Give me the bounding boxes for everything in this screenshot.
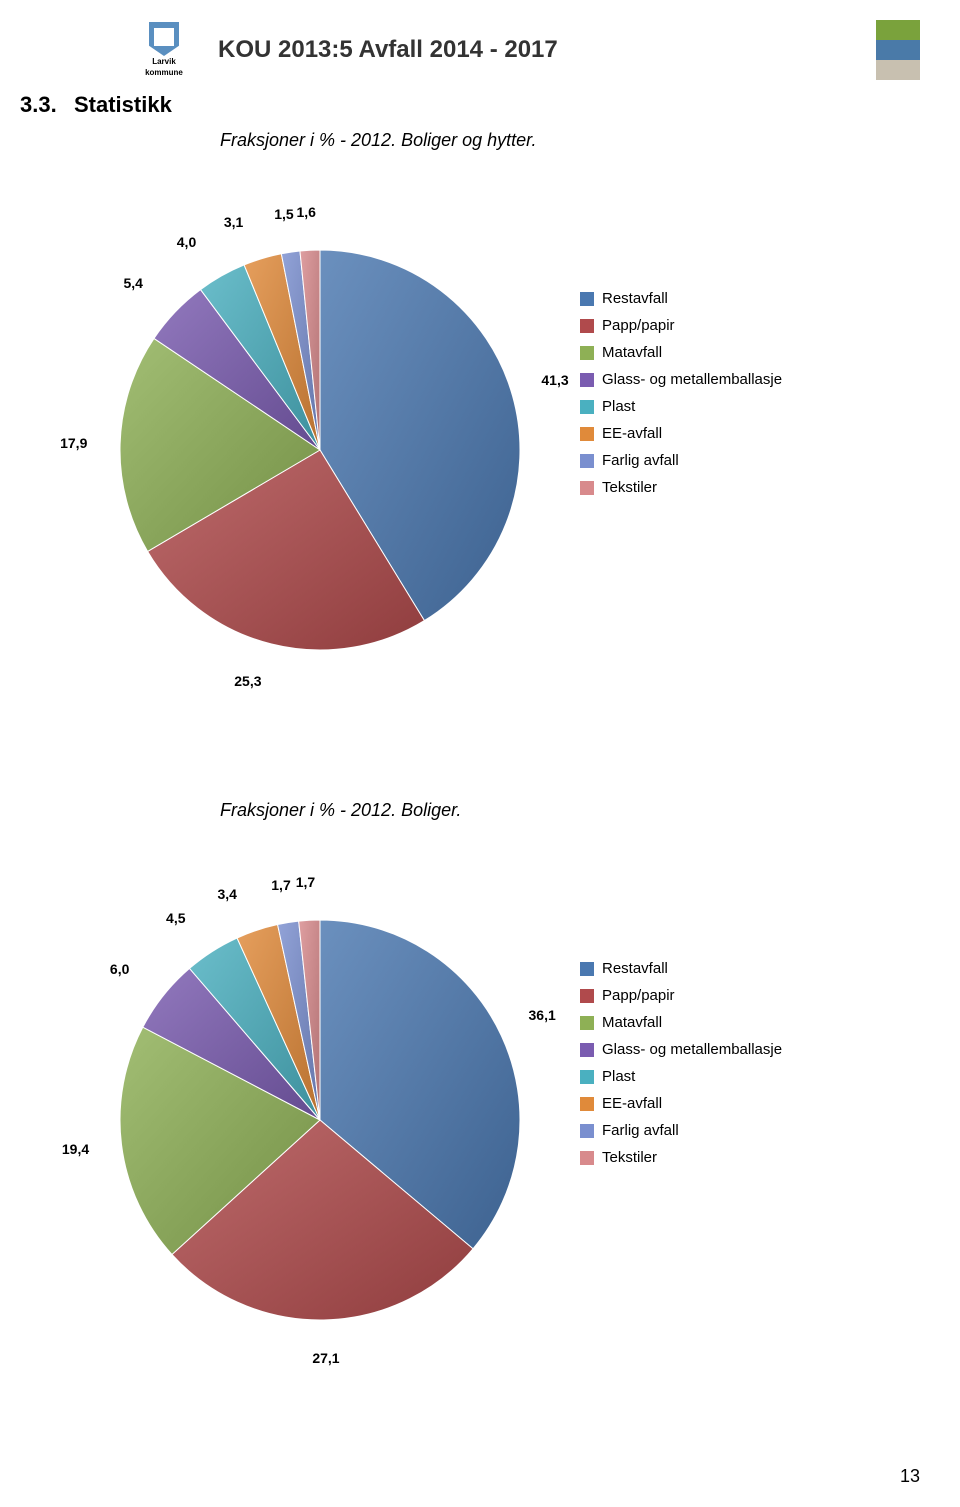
section-title: Statistikk [74, 92, 172, 118]
legend-label: Matavfall [602, 344, 662, 361]
legend-row: Papp/papir [580, 317, 782, 334]
chart1-legend: Restavfall Papp/papir Matavfall Glass- og m… [580, 290, 782, 506]
legend-label: Matavfall [602, 1014, 662, 1031]
legend-row: Tekstiler [580, 479, 782, 496]
legend-label: Glass- og metallemballasje [602, 371, 782, 388]
legend-row: Plast [580, 398, 782, 415]
document-title: KOU 2013:5 Avfall 2014 - 2017 [218, 36, 876, 64]
legend-label: Farlig avfall [602, 1122, 679, 1139]
chart2-legend: Restavfall Papp/papir Matavfall Glass- og m… [580, 960, 782, 1176]
legend-row: Farlig avfall [580, 1122, 782, 1139]
legend-label: Restavfall [602, 290, 668, 307]
slice-label: 36,1 [529, 1007, 556, 1023]
page-header: Larvik kommune KOU 2013:5 Avfall 2014 - … [0, 0, 960, 80]
legend-row: Plast [580, 1068, 782, 1085]
legend-row: Glass- og metallemballasje [580, 371, 782, 388]
logo-label-1: Larvik [152, 58, 176, 67]
legend-label: Plast [602, 1068, 635, 1085]
legend-label: Papp/papir [602, 317, 675, 334]
legend-row: Glass- og metallemballasje [580, 1041, 782, 1058]
legend-row: Tekstiler [580, 1149, 782, 1166]
legend-row: EE-avfall [580, 425, 782, 442]
chart1-caption: Fraksjoner i % - 2012. Boliger og hytter… [220, 130, 536, 151]
legend-row: Restavfall [580, 290, 782, 307]
legend-row: Restavfall [580, 960, 782, 977]
chart2-caption: Fraksjoner i % - 2012. Boliger. [220, 800, 461, 821]
legend-label: Plast [602, 398, 635, 415]
legend-label: Farlig avfall [602, 452, 679, 469]
chart1-wrap: 41,325,317,95,44,03,11,51,6 RestavfallPa… [80, 170, 860, 730]
legend-label: Restavfall [602, 960, 668, 977]
legend-row: Farlig avfall [580, 452, 782, 469]
chart2-wrap: 36,127,119,46,04,53,41,71,7 RestavfallPa… [80, 840, 860, 1400]
legend-label: Papp/papir [602, 987, 675, 1004]
legend-row: EE-avfall [580, 1095, 782, 1112]
slice-label: 1,6 [296, 204, 315, 220]
section-number: 3.3. [20, 92, 57, 118]
legend-row: Matavfall [580, 344, 782, 361]
eco-sq-1 [876, 20, 920, 40]
legend-label: EE-avfall [602, 1095, 662, 1112]
legend-label: Tekstiler [602, 1149, 657, 1166]
slice-label: 3,4 [217, 886, 236, 902]
shield-inner-icon [154, 28, 174, 46]
chart2-pie: 36,127,119,46,04,53,41,71,7 [80, 840, 520, 1400]
slice-label: 6,0 [110, 961, 129, 977]
legend-row: Papp/papir [580, 987, 782, 1004]
slice-label: 5,4 [123, 275, 142, 291]
logo-label-2: kommune [145, 69, 183, 78]
slice-label: 4,5 [166, 910, 185, 926]
slice-label: 27,1 [312, 1350, 339, 1366]
slice-label: 25,3 [234, 673, 261, 689]
legend-label: EE-avfall [602, 425, 662, 442]
slice-label: 17,9 [60, 435, 87, 451]
legend-row: Matavfall [580, 1014, 782, 1031]
slice-label: 3,1 [224, 214, 243, 230]
eco-sq-2 [876, 40, 920, 60]
slice-label: 1,7 [271, 877, 290, 893]
shield-icon [149, 22, 179, 56]
slice-label: 41,3 [541, 372, 568, 388]
legend-label: Glass- og metallemballasje [602, 1041, 782, 1058]
slice-label: 19,4 [62, 1141, 89, 1157]
page-number: 13 [900, 1466, 920, 1487]
slice-label: 1,7 [296, 874, 315, 890]
slice-label: 4,0 [177, 234, 196, 250]
slice-label: 1,5 [274, 206, 293, 222]
document-page: Larvik kommune KOU 2013:5 Avfall 2014 - … [0, 0, 960, 1507]
legend-label: Tekstiler [602, 479, 657, 496]
eco-icon [876, 20, 920, 80]
eco-sq-3 [876, 60, 920, 80]
municipality-logo: Larvik kommune [140, 22, 188, 78]
chart1-pie: 41,325,317,95,44,03,11,51,6 [80, 170, 520, 730]
